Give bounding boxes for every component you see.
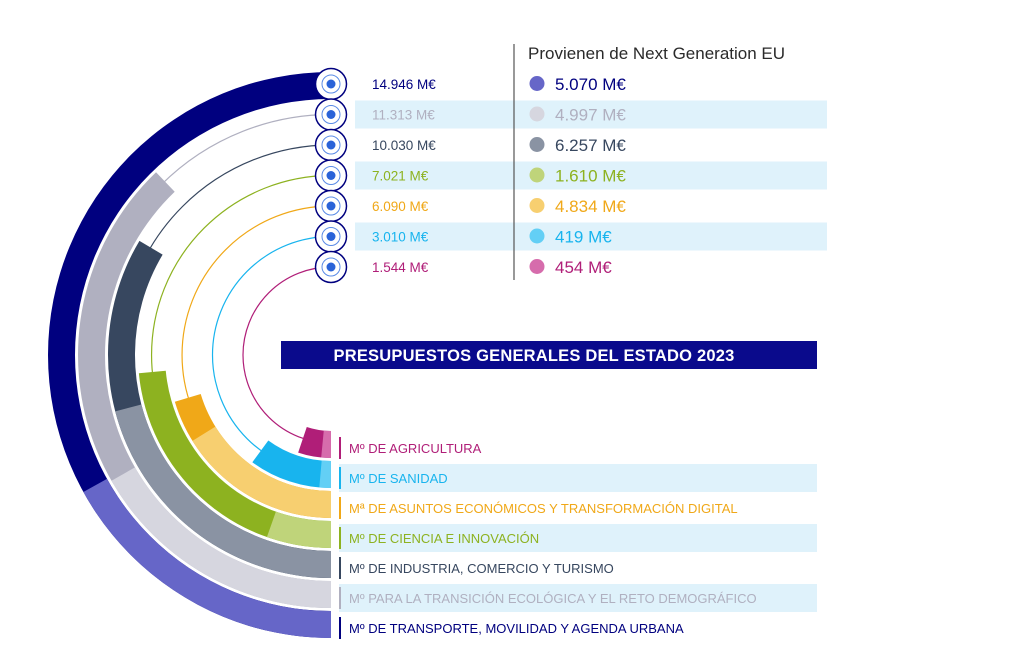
label-tick-m-de-asuntos-economicos-y-transformacion-digital (339, 497, 341, 519)
label-tick-m-de-industria-comercio-y-turismo (339, 557, 341, 579)
label-tick-m-de-ciencia-e-innovacion (339, 527, 341, 549)
label-m-de-asuntos-economicos-y-transformacion-digital: Mª DE ASUNTOS ECONÓMICOS Y TRANSFORMACIÓ… (349, 501, 738, 516)
total-amount-m-de-transporte-movilidad-y-agenda-urbana: 14.946 M€ (372, 77, 436, 92)
factory-icon (314, 128, 348, 162)
ngeu-amount-m-de-ciencia-e-innovacion: 1.610 M€ (555, 167, 626, 186)
tree-icon (314, 98, 348, 131)
bar-ngeu-m-para-la-transicion-ecologica-y-el-reto-demografico (111, 467, 331, 608)
label-bg-m-para-la-transicion-ecologica-y-el-reto-demografico (339, 584, 817, 612)
title-banner (281, 341, 817, 369)
ngeu-amount-m-para-la-transicion-ecologica-y-el-reto-demografico: 4.997 M€ (555, 106, 626, 125)
label-m-de-sanidad: Mº DE SANIDAD (349, 471, 448, 486)
ngeu-dot-m-de-industria-comercio-y-turismo (529, 137, 545, 152)
ministry-icons (314, 67, 348, 284)
total-amount-m-de-industria-comercio-y-turismo: 10.030 M€ (372, 138, 436, 153)
total-amount-m-de-sanidad: 3.010 M€ (372, 230, 429, 245)
label-m-de-agricultura: Mº DE AGRICULTURA (349, 441, 482, 456)
label-bg-m-de-sanidad (339, 464, 817, 492)
bar-total-m-de-sanidad (252, 440, 331, 488)
bar-ngeu-m-de-asuntos-economicos-y-transformacion-digital (192, 426, 331, 518)
label-bg-m-de-ciencia-e-innovacion (339, 524, 817, 552)
label-tick-m-de-agricultura (339, 437, 341, 459)
ngeu-dot-m-de-agricultura (529, 259, 545, 274)
label-tick-m-de-sanidad (339, 467, 341, 489)
label-m-para-la-transicion-ecologica-y-el-reto-demografico: Mº PARA LA TRANSICIÓN ECOLÓGICA Y EL RET… (349, 591, 757, 606)
ngeu-dot-m-de-transporte-movilidad-y-agenda-urbana (529, 76, 545, 91)
ngeu-amount-m-de-transporte-movilidad-y-agenda-urbana: 5.070 M€ (555, 75, 626, 94)
label-tick-m-de-transporte-movilidad-y-agenda-urbana (339, 617, 341, 639)
ngeu-amount-m-de-industria-comercio-y-turismo: 6.257 M€ (555, 136, 626, 155)
row-bg-m-para-la-transicion-ecologica-y-el-reto-demografico (355, 100, 827, 129)
bar-ngeu-m-de-industria-comercio-y-turismo (115, 404, 332, 578)
guide-line-m-de-agricultura (242, 266, 332, 444)
total-amount-m-de-asuntos-economicos-y-transformacion-digital: 6.090 M€ (372, 199, 429, 214)
label-m-de-industria-comercio-y-turismo: Mº DE INDUSTRIA, COMERCIO Y TURISMO (349, 561, 614, 576)
ngeu-dot-m-para-la-transicion-ecologica-y-el-reto-demografico (529, 106, 545, 122)
apple-icon (314, 250, 348, 284)
bar-ngeu-m-de-sanidad (319, 460, 331, 488)
ngeu-amount-m-de-asuntos-economicos-y-transformacion-digital: 4.834 M€ (555, 197, 626, 216)
row-bg-m-de-sanidad (355, 222, 827, 251)
total-amounts: 14.946 M€ 11.313 M€ 10.030 M€ 7.021 M€ 6.090… (372, 77, 436, 275)
bar-ngeu-m-de-transporte-movilidad-y-agenda-urbana (83, 478, 331, 638)
label-tick-m-para-la-transicion-ecologica-y-el-reto-demografico (339, 587, 341, 609)
ngeu-dot-m-de-ciencia-e-innovacion (529, 167, 545, 183)
ngeu-heading: Provienen de Next Generation EU (528, 44, 785, 63)
ngeu-amount-m-de-sanidad: 419 M€ (555, 228, 612, 247)
network-icon (314, 159, 348, 192)
row-backgrounds (355, 100, 827, 251)
ngeu-dot-m-de-sanidad (529, 228, 545, 244)
ngeu-amount-m-de-agricultura: 454 M€ (555, 258, 612, 277)
bar-ngeu-m-de-ciencia-e-innovacion (266, 511, 331, 548)
row-bg-m-de-ciencia-e-innovacion (355, 161, 827, 190)
coins-icon (314, 189, 348, 223)
ministry-labels: Mº DE TRANSPORTE, MOVILIDAD Y AGENDA URB… (339, 437, 817, 639)
total-amount-m-de-ciencia-e-innovacion: 7.021 M€ (372, 169, 429, 184)
budget-arcs (48, 72, 332, 638)
ngeu-dot-m-de-asuntos-economicos-y-transformacion-digital (529, 198, 545, 213)
ngeu-amounts: 5.070 M€ 4.997 M€ 6.257 M€ 1.610 M€ 4.834 M€… (529, 75, 626, 277)
label-m-de-ciencia-e-innovacion: Mº DE CIENCIA E INNOVACIÓN (349, 531, 539, 546)
total-amount-m-para-la-transicion-ecologica-y-el-reto-demografico: 11.313 M€ (372, 108, 435, 123)
total-amount-m-de-agricultura: 1.544 M€ (372, 260, 429, 275)
heartbeat-icon (314, 220, 348, 253)
bar-ngeu-m-de-agricultura (321, 430, 331, 458)
chart-title: PRESUPUESTOS GENERALES DEL ESTADO 2023 (334, 347, 735, 365)
train-icon (314, 67, 348, 101)
label-m-de-transporte-movilidad-y-agenda-urbana: Mº DE TRANSPORTE, MOVILIDAD Y AGENDA URB… (349, 621, 684, 636)
